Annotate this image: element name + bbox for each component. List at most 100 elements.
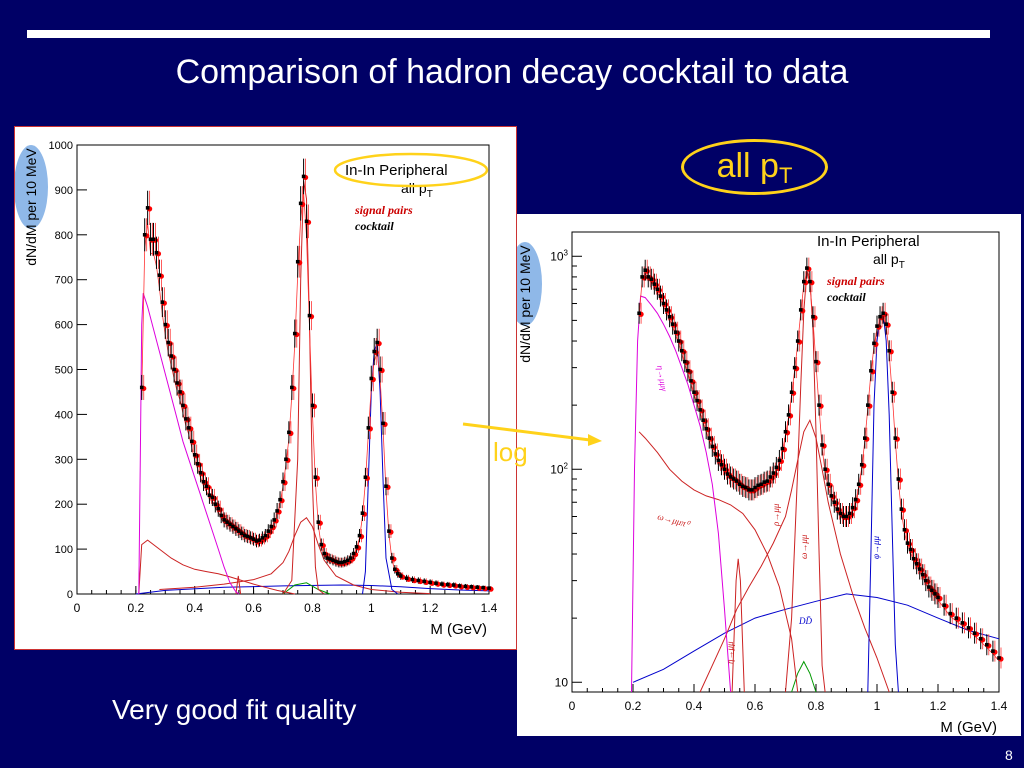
page-number: 8 <box>1005 747 1013 763</box>
data-point <box>292 331 297 336</box>
data-point <box>960 621 965 625</box>
data-point <box>896 477 901 481</box>
data-point <box>835 507 840 511</box>
legend-cocktail: cocktail <box>355 219 394 233</box>
caption: Very good fit quality <box>112 694 357 725</box>
data-point <box>387 529 391 533</box>
data-point <box>750 488 754 492</box>
data-point <box>789 390 794 395</box>
y-tick-label: 300 <box>55 454 73 466</box>
curve-label: η→μμ <box>725 641 735 664</box>
eta-dalitz-curve <box>631 295 732 693</box>
data-point <box>287 430 291 435</box>
data-point <box>661 301 666 306</box>
data-point <box>360 511 365 515</box>
data-point <box>148 237 153 242</box>
data-point <box>881 311 885 316</box>
data-point <box>792 365 797 370</box>
data-point <box>222 518 226 522</box>
data-point <box>207 493 212 498</box>
omega-curve <box>785 271 826 693</box>
data-point <box>713 452 718 456</box>
log-label: log <box>493 437 528 467</box>
data-point <box>446 582 450 587</box>
data-point <box>863 436 867 440</box>
x-tick-label: 0.6 <box>245 601 262 615</box>
data-point <box>756 483 760 488</box>
all-pt-label: all pT <box>681 139 828 195</box>
data-point <box>357 533 362 538</box>
data-point <box>310 403 315 408</box>
data-point <box>655 287 660 292</box>
x-tick-label: 0.4 <box>686 699 703 713</box>
data-point <box>169 354 173 358</box>
legend-cocktail: cocktail <box>827 290 866 304</box>
data-point <box>747 488 751 492</box>
total-cocktail-curve <box>141 193 490 589</box>
data-point <box>698 408 702 412</box>
data-point <box>154 250 159 255</box>
x-tick-label: 0.8 <box>808 699 825 713</box>
data-point <box>210 495 215 500</box>
data-point <box>829 494 834 498</box>
data-point <box>985 642 989 647</box>
y-tick-label: 800 <box>55 230 73 242</box>
data-point <box>340 560 344 565</box>
data-point <box>893 436 898 440</box>
data-point <box>390 556 394 560</box>
data-point <box>966 626 971 630</box>
data-point <box>869 368 873 373</box>
data-point <box>142 233 147 237</box>
data-point <box>853 497 858 502</box>
data-point <box>878 314 882 319</box>
x-tick-label: 1.2 <box>930 699 947 713</box>
omega-dalitz-curve <box>138 539 295 595</box>
x-axis-label: M (GeV) <box>940 719 997 736</box>
x-tick-label: 0.4 <box>186 601 203 615</box>
log-plot-panel: 0 0.2 0.4 0.6 0.8 1 1.2 1.4 10 102 103 M (GeV) dN/dM… <box>517 214 1021 736</box>
data-point <box>795 339 800 343</box>
data-point <box>234 527 238 531</box>
data-point <box>777 458 782 463</box>
legend-signal-pairs: signal pairs <box>354 203 413 217</box>
data-point <box>354 545 359 549</box>
data-point <box>820 443 824 447</box>
x-tick-label: 1.4 <box>991 699 1008 713</box>
data-point <box>298 201 303 206</box>
data-point <box>978 636 983 641</box>
data-point <box>890 390 895 395</box>
data-point <box>395 571 400 576</box>
data-point <box>175 381 179 385</box>
eta-2body-curve <box>235 575 242 595</box>
data-point <box>393 567 397 572</box>
data-point <box>917 567 922 571</box>
top-rule <box>27 30 990 38</box>
data-point <box>160 300 165 304</box>
data-point <box>216 506 221 511</box>
x-tick-label: 0 <box>569 699 576 713</box>
data-point <box>345 558 350 563</box>
data-point <box>410 577 415 582</box>
data-point <box>798 308 803 312</box>
x-axis-label: M (GeV) <box>430 621 487 638</box>
legend-title: In-In Peripheral <box>345 162 448 179</box>
curve-label: DD̄ <box>798 616 812 626</box>
data-point <box>157 273 162 278</box>
data-point <box>151 237 156 242</box>
data-point <box>322 551 326 556</box>
data-point <box>166 340 171 345</box>
log-plot: 0 0.2 0.4 0.6 0.8 1 1.2 1.4 10 102 103 M (GeV) dN/dM… <box>517 231 1008 736</box>
data-point <box>997 656 1001 660</box>
legend-subtitle: all pT <box>401 180 433 200</box>
total-cocktail-curve <box>638 270 1000 662</box>
data-point <box>695 398 699 403</box>
data-point <box>254 539 259 543</box>
data-point <box>475 585 480 590</box>
data-point <box>933 592 937 596</box>
y-tick-label: 102 <box>550 461 568 476</box>
eta-prime-curve <box>791 660 817 693</box>
data-point <box>192 453 197 457</box>
data-point <box>260 536 265 540</box>
data-point <box>658 294 663 298</box>
curve-label: η→μμγ <box>655 365 669 393</box>
